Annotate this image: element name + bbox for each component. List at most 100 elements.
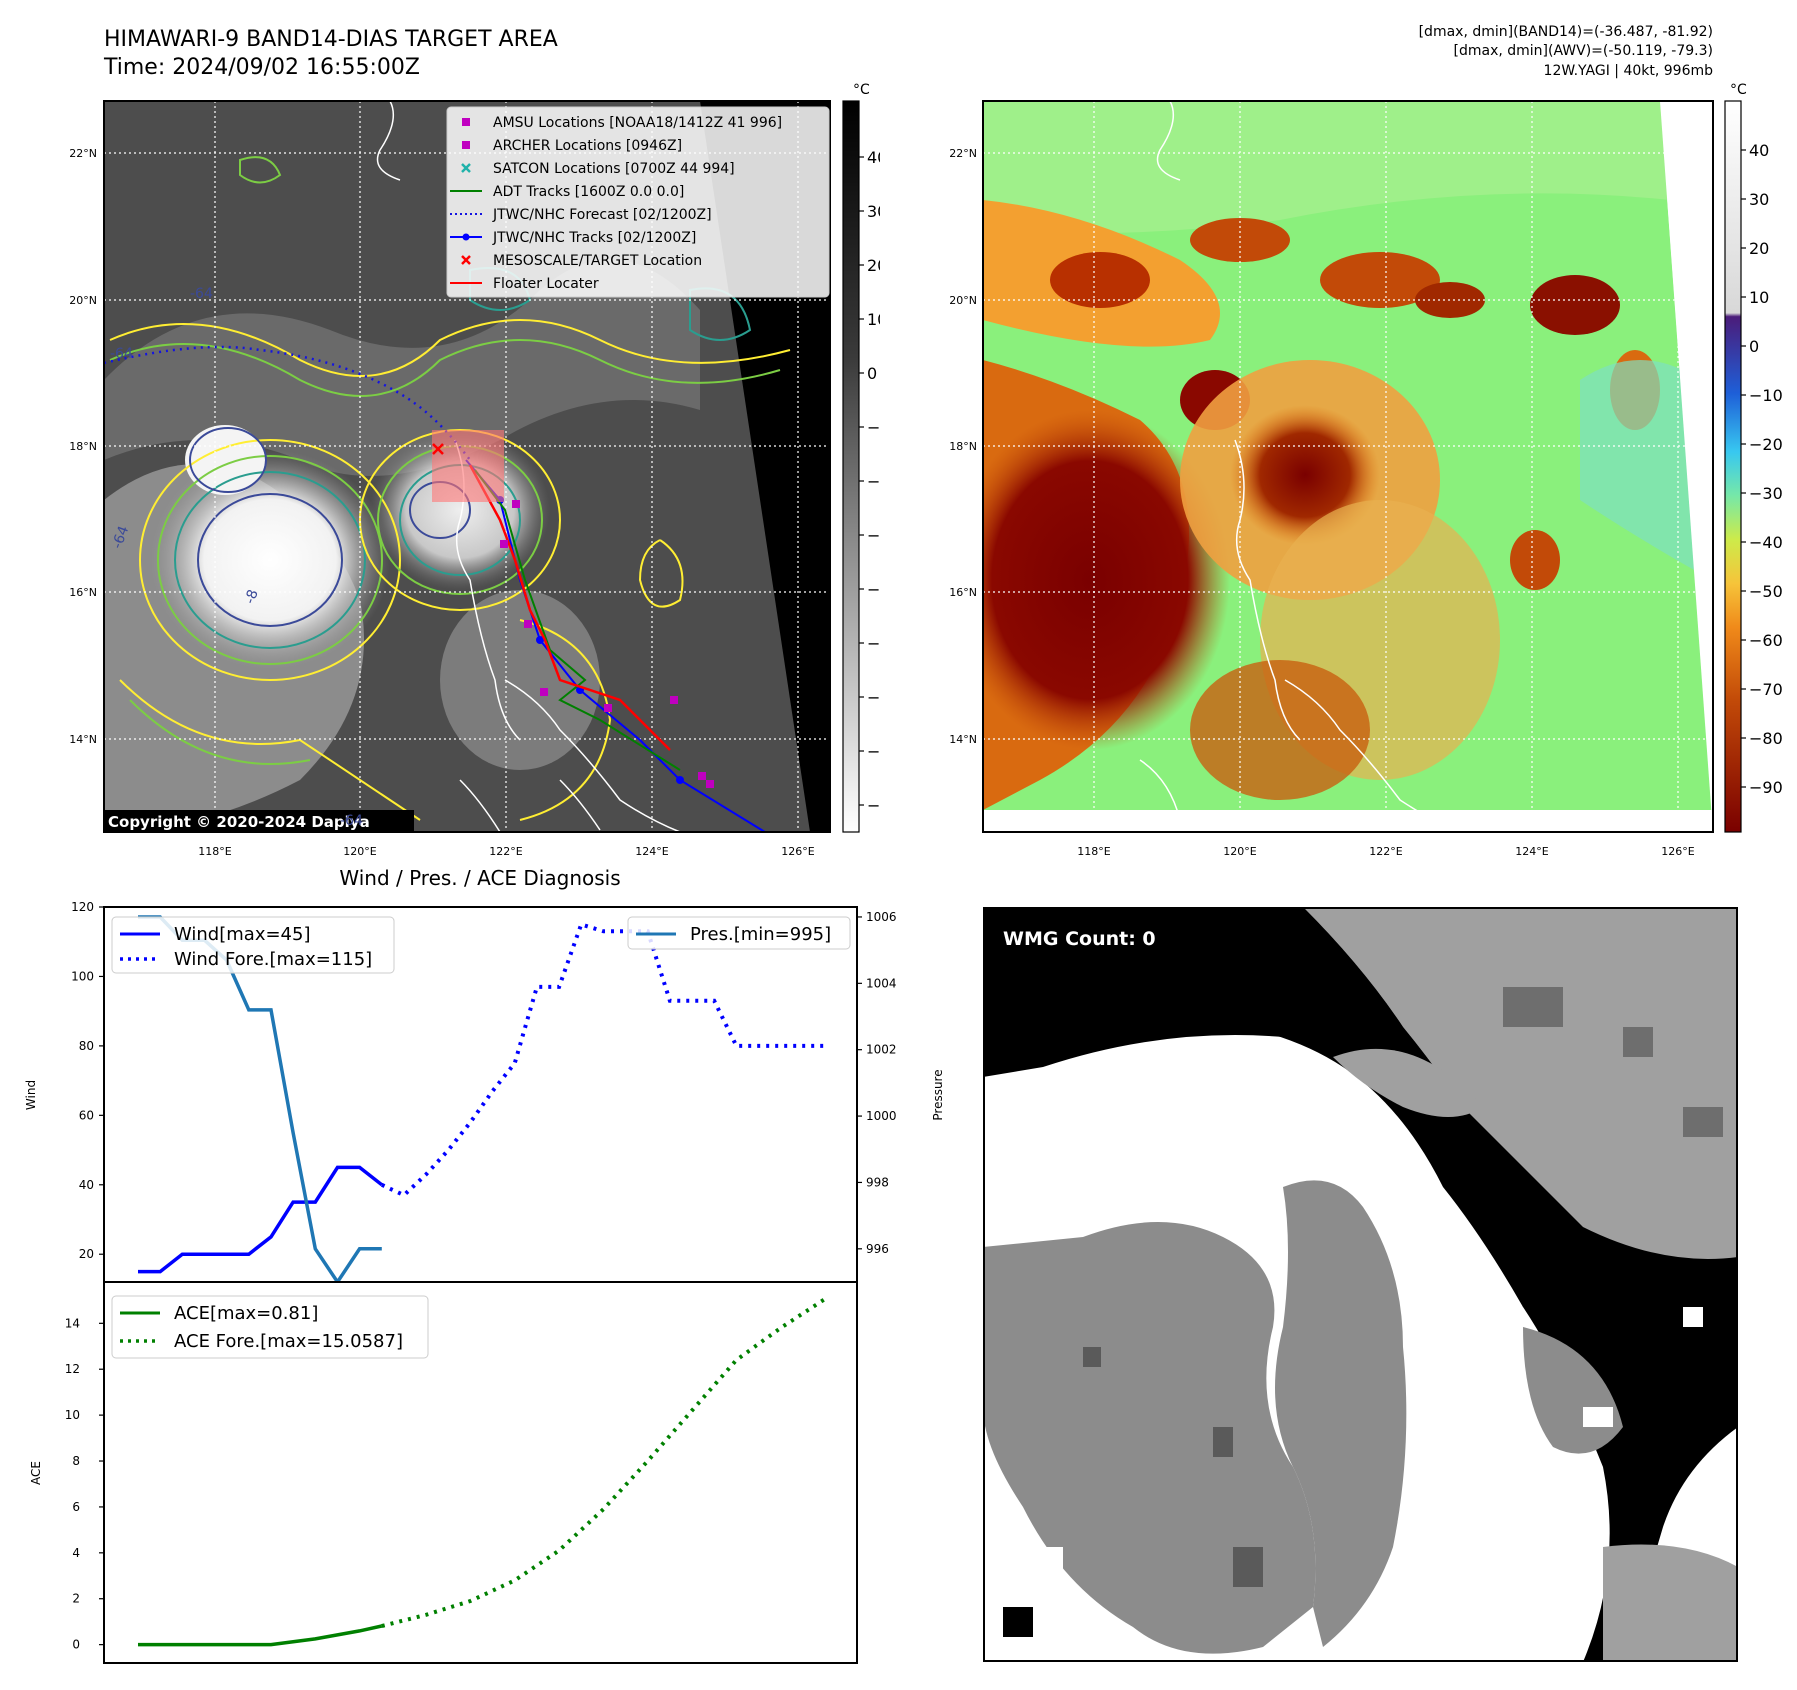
svg-text:120°E: 120°E xyxy=(1223,845,1256,858)
ir-map-panel: Copyright © 2020-2024 Dapiya -64 -64 -64… xyxy=(69,82,880,858)
svg-text:-64: -64 xyxy=(109,524,132,551)
svg-text:30: 30 xyxy=(1749,190,1769,209)
svg-text:-64: -64 xyxy=(190,286,213,302)
ir-colorbar xyxy=(842,100,860,833)
svg-text:22°N: 22°N xyxy=(69,147,97,160)
wind-tick-label: 80 xyxy=(79,1039,94,1053)
ace-tick-label: 12 xyxy=(65,1362,80,1376)
ir-colorbar-unit: °C xyxy=(853,82,870,98)
ace-tick-label: 14 xyxy=(65,1316,80,1330)
awv-lat-labels: 22°N 20°N 18°N 16°N 14°N xyxy=(949,147,977,746)
svg-text:126°E: 126°E xyxy=(781,845,814,858)
awv-map-gridlines xyxy=(983,101,1713,832)
pressure-tick-label: 1002 xyxy=(866,1043,897,1057)
svg-text:122°E: 122°E xyxy=(489,845,522,858)
svg-text:20: 20 xyxy=(1749,239,1769,258)
info-awv: [dmax, dmin](AWV)=(-50.119, -79.3) xyxy=(1453,43,1713,59)
legend-jtwc-forecast: JTWC/NHC Forecast [02/1200Z] xyxy=(492,207,712,223)
svg-text:0: 0 xyxy=(867,364,877,383)
svg-text:−40: −40 xyxy=(1749,533,1783,552)
pressure-axis-ticks: 996 998 1000 1002 1004 1006 xyxy=(857,910,897,1256)
wind-axis-ticks: 20 40 60 80 100 120 xyxy=(71,900,104,1261)
svg-text:−40: −40 xyxy=(867,580,880,599)
svg-text:122°E: 122°E xyxy=(1369,845,1402,858)
svg-text:−10: −10 xyxy=(1749,386,1783,405)
legend-adt: ADT Tracks [1600Z 0.0 0.0] xyxy=(493,184,684,200)
ace-axis-ticks: 0 2 4 6 8 10 12 14 xyxy=(65,1316,104,1652)
pressure-tick-label: 998 xyxy=(866,1175,889,1189)
svg-text:124°E: 124°E xyxy=(635,845,668,858)
svg-text:16°N: 16°N xyxy=(949,586,977,599)
wind-axis-label: Wind xyxy=(24,1080,38,1110)
svg-text:-64: -64 xyxy=(110,346,133,362)
wind-forecast-line xyxy=(380,921,825,1198)
svg-text:120°E: 120°E xyxy=(343,845,376,858)
svg-text:14°N: 14°N xyxy=(69,733,97,746)
ir-lat-labels: 22°N 20°N 18°N 16°N 14°N xyxy=(69,147,97,746)
legend-wind: Wind[max=45] xyxy=(174,924,311,945)
svg-text:−80: −80 xyxy=(867,796,880,815)
ace-tick-label: 6 xyxy=(72,1500,80,1514)
svg-text:118°E: 118°E xyxy=(1077,845,1110,858)
floater-track xyxy=(468,464,671,751)
ir-lon-labels: 118°E 120°E 122°E 124°E 126°E xyxy=(198,845,814,858)
svg-text:118°E: 118°E xyxy=(198,845,231,858)
svg-text:−60: −60 xyxy=(867,688,880,707)
svg-text:16°N: 16°N xyxy=(69,586,97,599)
svg-text:−20: −20 xyxy=(1749,435,1783,454)
svg-text:124°E: 124°E xyxy=(1515,845,1548,858)
info-band14: [dmax, dmin](BAND14)=(-36.487, -81.92) xyxy=(1418,24,1713,40)
wind-tick-label: 20 xyxy=(79,1247,94,1261)
svg-text:−10: −10 xyxy=(867,418,880,437)
ir-map-frame xyxy=(103,100,831,833)
pressure-legend: Pres.[min=995] xyxy=(627,916,851,950)
legend-ace: ACE[max=0.81] xyxy=(174,1303,318,1324)
ace-axis-label: ACE xyxy=(29,1461,43,1485)
pressure-tick-label: 1004 xyxy=(866,976,897,990)
svg-text:20: 20 xyxy=(867,256,880,275)
wmg-count-badge xyxy=(995,922,1173,955)
wind-tick-label: 60 xyxy=(79,1108,94,1122)
svg-text:126°E: 126°E xyxy=(1661,845,1694,858)
ace-series-group xyxy=(138,1297,827,1647)
svg-text:18°N: 18°N xyxy=(949,440,977,453)
legend-ace-forecast: ACE Fore.[max=15.0587] xyxy=(174,1331,403,1352)
ir-map-legend: AMSU Locations [NOAA18/1412Z 41 996] ARC… xyxy=(446,106,830,298)
awv-map-imagery xyxy=(983,101,1713,832)
svg-text:0: 0 xyxy=(1749,337,1759,356)
legend-pressure: Pres.[min=995] xyxy=(690,924,831,945)
wind-tick-label: 120 xyxy=(71,900,94,914)
legend-mesoscale: MESOSCALE/TARGET Location xyxy=(493,253,702,269)
svg-text:14°N: 14°N xyxy=(949,733,977,746)
awv-colorbar xyxy=(1724,100,1742,833)
wmg-panel: WMG Count: 0 xyxy=(983,907,1738,1662)
ace-tick-label: 8 xyxy=(72,1454,80,1468)
svg-text:20°N: 20°N xyxy=(69,294,97,307)
svg-text:−30: −30 xyxy=(1749,484,1783,503)
awv-map-frame xyxy=(982,100,1714,833)
ace-tick-label: 4 xyxy=(72,1546,80,1560)
pressure-axis-label: Pressure xyxy=(931,1069,945,1120)
svg-text:−50: −50 xyxy=(1749,582,1783,601)
ace-line xyxy=(138,1624,383,1647)
svg-text:−60: −60 xyxy=(1749,631,1783,650)
pressure-tick-label: 996 xyxy=(866,1242,889,1256)
wind-tick-label: 100 xyxy=(71,969,94,983)
diagnosis-title: Wind / Pres. / ACE Diagnosis xyxy=(339,866,621,890)
legend-satcon: SATCON Locations [0700Z 44 994] xyxy=(493,161,735,177)
copyright-text: Copyright © 2020-2024 Dapiya xyxy=(108,813,370,831)
legend-floater: Floater Locater xyxy=(493,276,599,292)
wind-legend: Wind[max=45] Wind Fore.[max=115] xyxy=(111,916,395,974)
svg-text:22°N: 22°N xyxy=(949,147,977,160)
legend-archer: ARCHER Locations [0946Z] xyxy=(493,138,682,154)
wmg-count-label: WMG Count: 0 xyxy=(1003,928,1156,950)
pressure-tick-label: 1006 xyxy=(866,910,897,924)
svg-text:-64: -64 xyxy=(340,813,363,829)
svg-text:18°N: 18°N xyxy=(69,440,97,453)
awv-map-panel: 22°N 20°N 18°N 16°N 14°N 118°E 120°E 122… xyxy=(949,82,1783,858)
svg-text:10: 10 xyxy=(1749,288,1769,307)
svg-text:−50: −50 xyxy=(867,634,880,653)
svg-text:−90: −90 xyxy=(1749,778,1783,797)
svg-text:-8: -8 xyxy=(242,587,262,606)
